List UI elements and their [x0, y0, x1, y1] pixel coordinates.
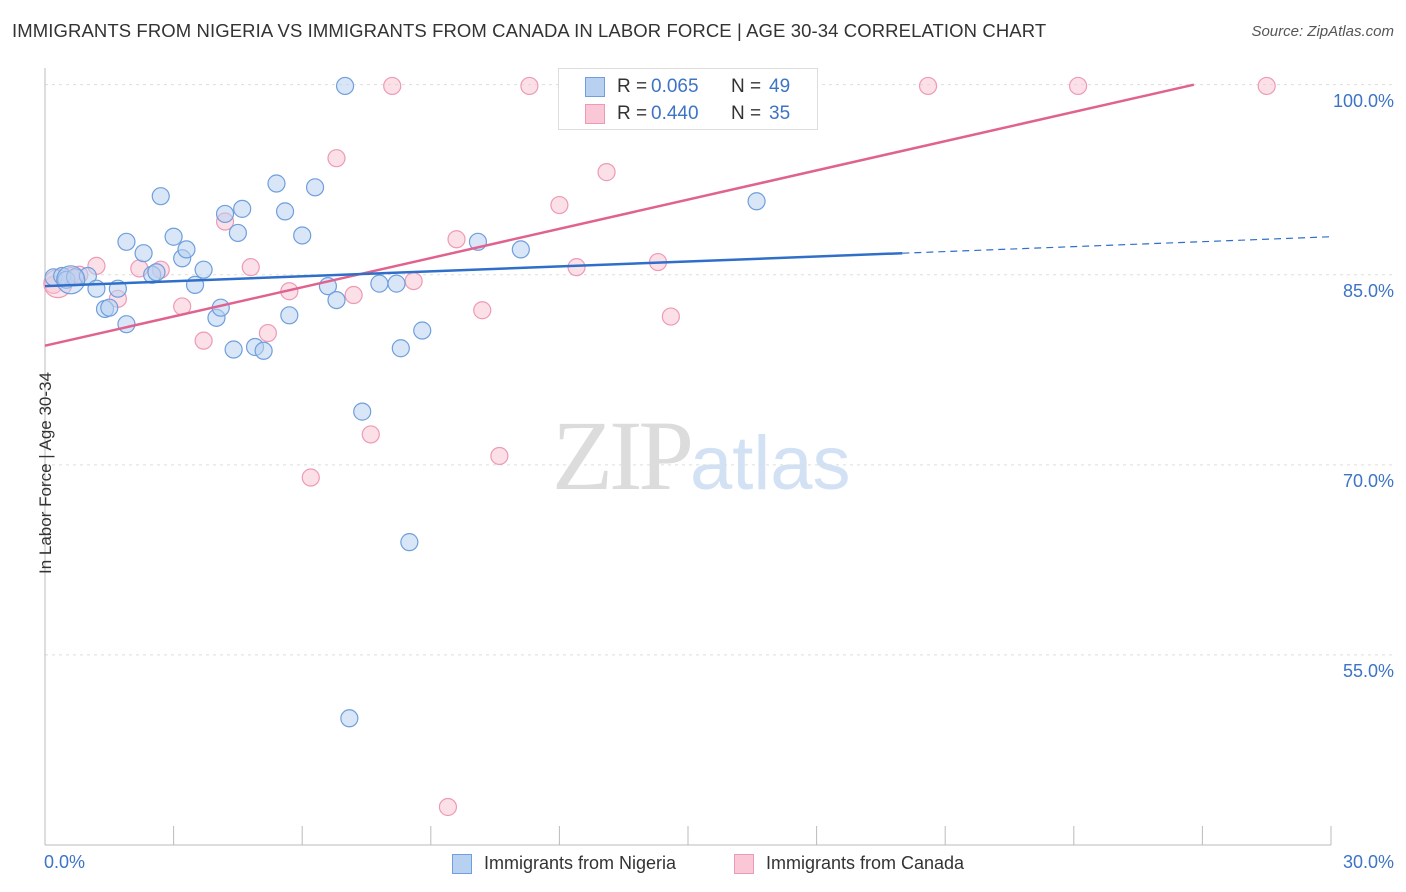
nigeria-point: [400, 533, 419, 552]
canada-point: [258, 323, 278, 343]
canada-point: [194, 331, 213, 350]
canada-point: [918, 76, 938, 96]
legend-swatch-canada: [585, 104, 605, 124]
canada-point: [241, 258, 260, 277]
nigeria-trend-line: [44, 251, 903, 288]
canada-point: [1257, 76, 1276, 96]
y-tick-label: 85.0%: [1342, 280, 1394, 301]
nigeria-point: [228, 223, 247, 243]
nigeria-point: [151, 187, 170, 206]
legend-label-canada: Immigrants from Canada: [766, 853, 965, 873]
nigeria-point: [233, 199, 252, 218]
legend-swatch-nigeria: [585, 77, 605, 97]
nigeria-point: [117, 315, 136, 334]
nigeria-point: [100, 298, 119, 317]
x-tick-label: 30.0%: [1342, 852, 1394, 872]
legend-n-label: N =: [731, 103, 762, 124]
nigeria-point: [511, 240, 530, 259]
canada-point: [520, 76, 539, 96]
canada-point: [447, 230, 466, 249]
nigeria-point: [391, 339, 410, 358]
canada-point: [550, 195, 569, 215]
nigeria-point: [267, 174, 286, 193]
nigeria-point: [327, 290, 346, 310]
legend-n-label: N =: [731, 76, 762, 97]
canada-point: [361, 425, 380, 444]
nigeria-point: [305, 178, 325, 197]
nigeria-point: [353, 402, 372, 421]
canada-point: [344, 285, 363, 305]
nigeria-point: [194, 260, 213, 279]
trend-lines: [44, 83, 1332, 347]
gridlines: [45, 84, 1392, 656]
nigeria-point: [293, 226, 312, 245]
legend-label-nigeria: Immigrants from Nigeria: [484, 853, 677, 873]
nigeria-point: [134, 244, 153, 263]
canada-point: [301, 468, 320, 487]
legend-swatch-nigeria: [452, 854, 472, 874]
legend-r-label: R =: [617, 103, 648, 124]
source-label: Source: ZipAtlas.com: [1251, 23, 1394, 40]
nigeria-point: [177, 240, 196, 259]
legend-n-value: 49: [769, 76, 791, 97]
canada-point: [438, 797, 458, 817]
nigeria-point: [340, 709, 359, 728]
nigeria-point: [280, 306, 299, 325]
axes: [44, 68, 1332, 846]
canada-trend-line: [44, 83, 1195, 347]
canada-point: [383, 76, 402, 96]
nigeria-point: [335, 76, 355, 96]
nigeria-point: [147, 263, 166, 282]
canada-point: [327, 149, 346, 168]
canada-point: [1068, 76, 1088, 96]
canada-point: [404, 271, 423, 291]
nigeria-point: [413, 321, 432, 340]
chart-title: IMMIGRANTS FROM NIGERIA VS IMMIGRANTS FR…: [12, 20, 1047, 41]
legend-r-value: 0.440: [651, 103, 699, 124]
nigeria-trend-extension: [902, 236, 1332, 254]
nigeria-point: [387, 274, 406, 293]
correlation-legend: R = 0.065 N = 49 R = 0.440 N = 35: [558, 68, 818, 130]
nigeria-point: [164, 227, 183, 246]
legend-n-value: 35: [769, 103, 791, 124]
legend-r-label: R =: [617, 76, 648, 97]
legend-r-value: 0.065: [651, 76, 699, 97]
nigeria-point: [224, 340, 243, 359]
legend-swatch-canada: [734, 854, 754, 874]
canada-point: [661, 307, 680, 326]
nigeria-point: [117, 232, 136, 251]
y-tick-label: 55.0%: [1342, 660, 1394, 681]
nigeria-point: [215, 204, 235, 224]
y-tick-label: 100.0%: [1332, 90, 1394, 111]
nigeria-point: [370, 274, 389, 293]
canada-point: [490, 446, 509, 466]
canada-point: [597, 163, 616, 182]
nigeria-points: [44, 76, 766, 728]
canada-points: [43, 76, 1276, 817]
x-tick-label: 0.0%: [44, 852, 86, 872]
canada-point: [473, 301, 492, 320]
nigeria-point: [56, 265, 86, 295]
y-tick-label: 70.0%: [1342, 470, 1394, 491]
nigeria-point: [254, 341, 273, 360]
nigeria-point: [747, 192, 766, 211]
nigeria-point: [275, 202, 295, 221]
y-axis-label: In Labor Force | Age 30-34: [36, 372, 55, 574]
